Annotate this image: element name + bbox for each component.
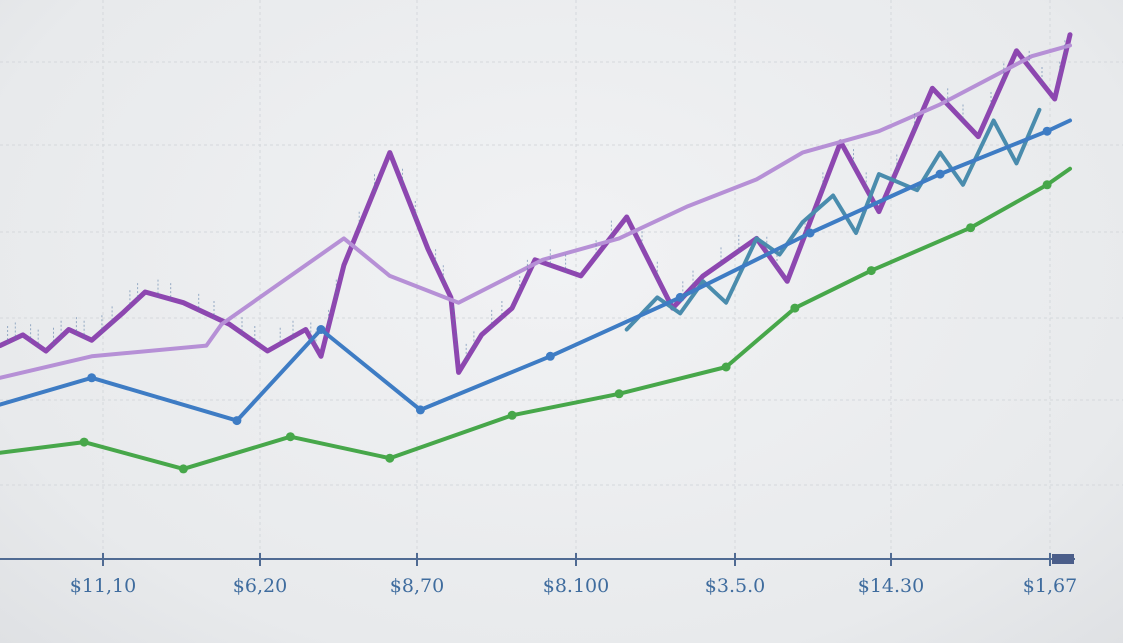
x-axis-ticks [102, 553, 1051, 566]
data-point [415, 405, 425, 415]
series-line-3 [0, 43, 1072, 380]
x-axis-labels: $11,10 $6,20 $8,70 $8.100 $3.5.0 $14.30 … [70, 575, 1077, 597]
data-point [79, 437, 89, 447]
x-tick-label: $11,10 [70, 575, 136, 597]
data-point [614, 389, 624, 399]
data-point [966, 223, 976, 233]
series-line-5 [0, 166, 1072, 471]
x-axis-end-marker [1052, 554, 1074, 564]
series-line-4 [0, 118, 1072, 423]
data-point [232, 416, 242, 426]
data-point [935, 169, 945, 179]
data-point [316, 325, 326, 334]
marker-group [7, 40, 1066, 474]
series-group [0, 32, 1073, 471]
grid [0, 0, 1123, 559]
data-point [866, 266, 876, 276]
x-tick-label: $8.100 [543, 575, 609, 597]
data-point [545, 351, 555, 361]
data-point [790, 303, 800, 313]
data-point [178, 464, 188, 474]
series-line-1 [0, 32, 1073, 375]
x-tick-label: $14.30 [858, 575, 924, 597]
data-point [675, 292, 685, 302]
data-point [285, 432, 295, 442]
data-point [1042, 126, 1052, 136]
data-point [1042, 180, 1052, 190]
data-point [721, 362, 731, 372]
data-point [87, 373, 97, 383]
x-tick-label: $1,67 [1023, 575, 1077, 597]
x-tick-label: $8,70 [390, 575, 444, 597]
x-tick-label: $6,20 [233, 575, 287, 597]
x-tick-label: $3.5.0 [705, 575, 765, 597]
data-point [385, 453, 395, 463]
data-point [805, 228, 815, 238]
data-point [507, 410, 517, 420]
